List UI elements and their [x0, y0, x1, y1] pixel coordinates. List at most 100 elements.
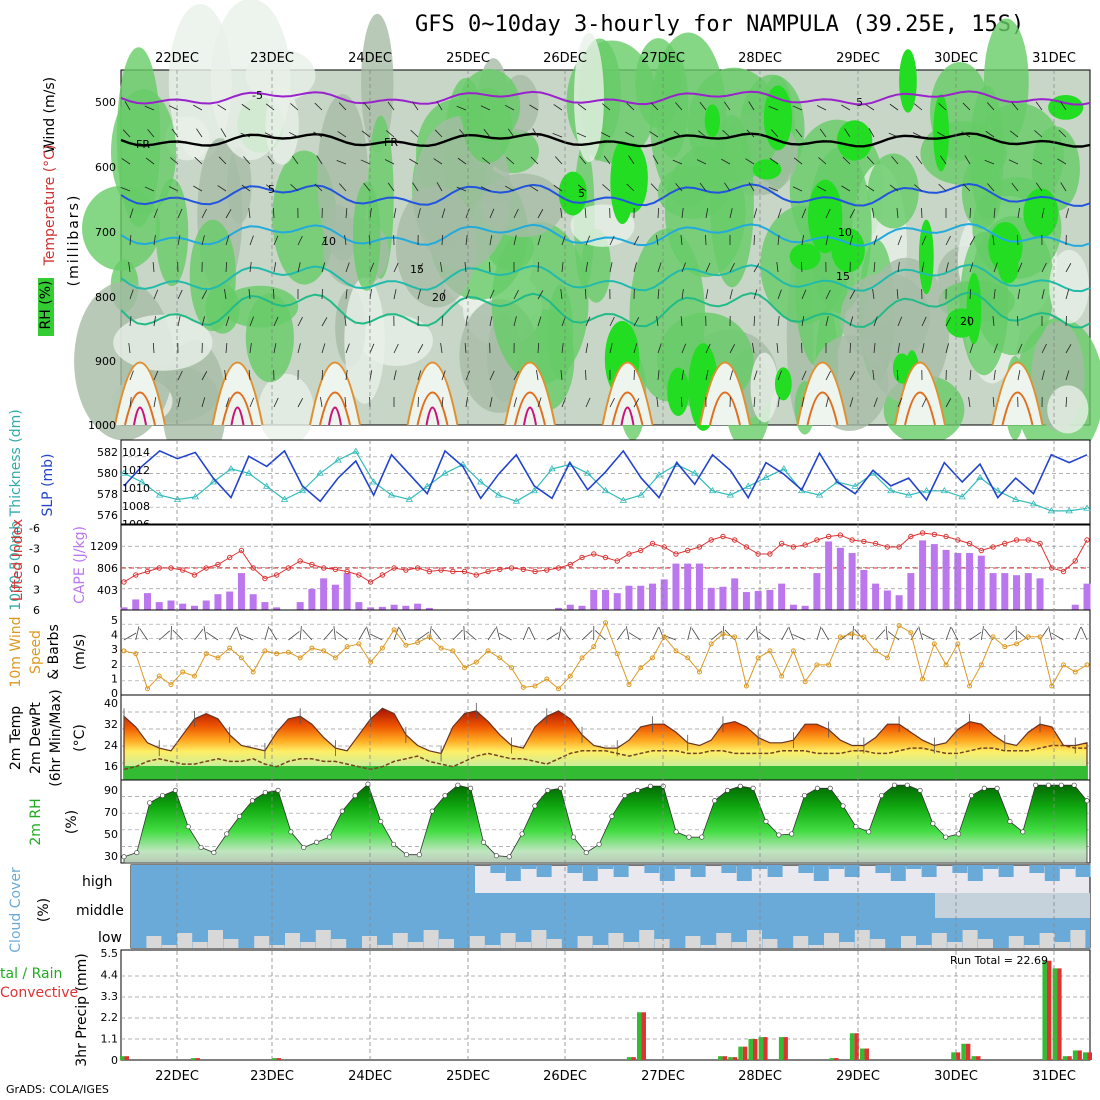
- wind-barb: [152, 262, 155, 273]
- wind-barb: [872, 289, 875, 300]
- li-point: [461, 568, 468, 575]
- rh-point: [416, 852, 422, 858]
- wind-barb: [297, 262, 301, 273]
- rh-point: [699, 834, 705, 840]
- cloud-low-gap: [654, 939, 670, 948]
- surface-wind-barb: [625, 626, 630, 641]
- wind-barb: [489, 370, 495, 381]
- li-point: [121, 579, 127, 585]
- wind-barb: [584, 208, 587, 219]
- pressure-level-label: 800: [95, 291, 116, 304]
- wind-barb: [795, 128, 803, 138]
- surface-wind-barb: [628, 632, 641, 641]
- axis-tick-label: 32: [104, 718, 118, 731]
- surface-wind-barb: [594, 630, 606, 641]
- surface-wind-barb: [951, 627, 959, 641]
- li-point: [966, 540, 973, 547]
- wind-speed-point: [626, 682, 632, 688]
- temp-label-4: (°C): [72, 724, 88, 752]
- wind-barb: [248, 208, 251, 219]
- rh-point: [378, 818, 384, 824]
- wind-barb: [513, 235, 517, 246]
- cloud-high-segment: [490, 865, 506, 873]
- wind-barb: [387, 182, 395, 192]
- contour-label: 20: [960, 315, 974, 328]
- wind-barb: [456, 186, 467, 192]
- li-point: [908, 533, 914, 540]
- li-point: [696, 544, 703, 550]
- cloud-high-segment: [1075, 865, 1091, 877]
- wind-barb: [792, 186, 803, 192]
- rh-blob: [463, 88, 512, 164]
- wind-barb: [777, 316, 780, 327]
- cape-bar: [555, 607, 563, 610]
- rh-point: [814, 785, 820, 791]
- rh-point: [185, 824, 191, 830]
- thickness-point: [637, 491, 645, 498]
- surface-wind-barb: [616, 628, 626, 641]
- wind-barb: [297, 235, 303, 246]
- contour-label: -5: [252, 89, 263, 102]
- wind-barb: [321, 236, 328, 246]
- axis-tick-label: 576: [97, 509, 118, 522]
- freezing-level-line: [120, 132, 1091, 148]
- rh-point: [532, 803, 538, 809]
- li-point: [943, 533, 949, 540]
- wind-barb: [969, 236, 976, 246]
- wind-barb: [393, 343, 399, 354]
- precip-total-bar: [859, 1048, 865, 1060]
- cape-bar: [754, 591, 762, 610]
- wind-speed-point: [837, 634, 843, 640]
- wind-barb: [529, 104, 539, 111]
- wind-barb: [1017, 370, 1021, 381]
- wind-barb: [940, 155, 947, 165]
- axis-tick-label: 2.2: [101, 1011, 119, 1024]
- date-label-bottom: 25DEC: [446, 1069, 490, 1084]
- wind-barb: [480, 186, 491, 192]
- wind-barb: [776, 343, 779, 354]
- cloud-high-segment: [813, 865, 829, 881]
- wind-barb: [992, 235, 995, 246]
- wind-barb: [201, 289, 208, 300]
- date-labels-top: 22DEC 23DEC 24DEC 25DEC 26DEC 27DEC 28DEC 29DEC…: [155, 51, 1076, 66]
- rh-point: [750, 785, 756, 791]
- wind-barb: [650, 183, 659, 192]
- axis-tick-label: 6: [33, 604, 40, 617]
- precip-total-bar: [829, 1058, 835, 1060]
- wind-barb: [1034, 130, 1043, 138]
- wind-barb: [896, 289, 899, 300]
- surface-heating-contour-core: [620, 406, 635, 426]
- rh-blob: [547, 284, 574, 381]
- wind-barb: [201, 235, 205, 246]
- wind-barb: [457, 157, 467, 165]
- wind-barb: [555, 156, 563, 165]
- surface-wind-barb: [522, 626, 529, 641]
- cloud-low-gap: [177, 933, 193, 948]
- wind-barb: [633, 235, 640, 246]
- cape-bar: [942, 549, 950, 610]
- rh-point: [866, 829, 872, 835]
- temp-label-3: (6hr Min/Max): [48, 689, 64, 786]
- rh-point: [558, 785, 564, 791]
- precip-total-bar: [971, 1056, 976, 1060]
- cape-bar: [966, 553, 974, 610]
- wind-barb: [412, 101, 419, 111]
- isotherm-20: [120, 291, 1091, 329]
- wind-barb: [560, 208, 563, 219]
- wind-barb: [121, 158, 131, 165]
- rh-point: [840, 803, 846, 809]
- precip-convective-bar: [1087, 1052, 1092, 1060]
- precip-convective-bar: [1057, 968, 1062, 1060]
- wind-barb: [1008, 159, 1019, 165]
- wind-label-1: 10m Wind: [8, 616, 24, 687]
- rh-blob: [113, 314, 213, 371]
- wind-barb: [816, 185, 827, 192]
- wind-speed-point: [450, 648, 456, 654]
- wind-barb: [896, 369, 899, 381]
- cloud-low-gap: [269, 945, 285, 948]
- wind-speed-point: [1072, 669, 1078, 675]
- precip-total-bar: [849, 1033, 855, 1060]
- contour-label: FR: [384, 136, 398, 149]
- wind-barb: [129, 370, 134, 381]
- cape-bar: [707, 587, 715, 610]
